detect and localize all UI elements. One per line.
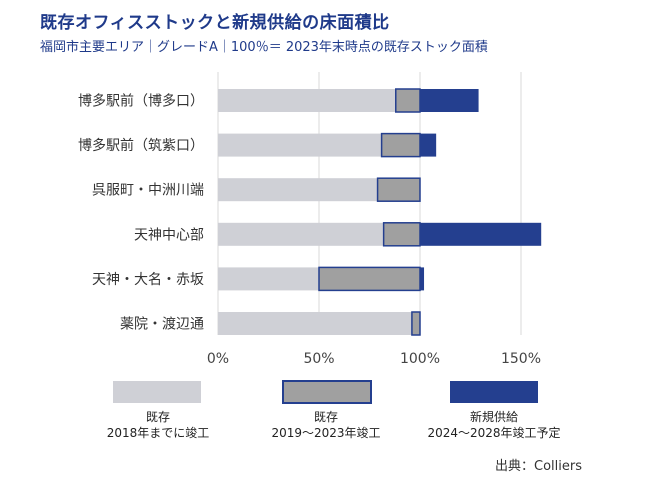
legend-label: 新規供給: [470, 409, 518, 424]
bar-existing_2019_2023: [380, 132, 421, 158]
legend-label: 既存: [146, 410, 170, 424]
legend-label: 2019〜2023年竣工: [271, 425, 380, 440]
legend-label: 2018年までに竣工: [107, 425, 210, 440]
legend-label: 既存: [314, 410, 338, 424]
bar-new_supply: [420, 267, 425, 291]
bar-existing_2019_2023: [395, 88, 421, 113]
chart-title: 既存オフィスストックと新規供給の床面積比: [40, 13, 390, 33]
x-tick-label: 0%: [207, 351, 229, 367]
bar-existing_2019_2023: [376, 177, 421, 202]
bar-existing_2019_2023: [411, 311, 421, 336]
bar-existing_2018: [218, 178, 378, 202]
legend-swatch-new_supply: [450, 381, 538, 403]
x-tick-label: 100%: [400, 351, 440, 367]
x-tick-label: 50%: [303, 351, 334, 367]
category-label: 天神・大名・赤坂: [92, 272, 204, 288]
bar-existing_2018: [218, 89, 396, 112]
x-tick-label: 150%: [501, 351, 541, 367]
source-note: 出典：Colliers: [495, 459, 582, 474]
legend-label: 2024〜2028年竣工予定: [427, 425, 560, 440]
category-label: 呉服町・中洲川端: [92, 183, 204, 199]
legend-swatch-existing_2018: [113, 381, 201, 403]
bar-existing_2018: [218, 267, 319, 291]
category-label: 博多駅前（筑紫口）: [78, 137, 204, 154]
category-label: 天神中心部: [134, 227, 204, 243]
bar-existing_2019_2023: [318, 266, 421, 292]
bar-new_supply: [420, 133, 437, 157]
bar-new_supply: [420, 89, 479, 112]
bar-new_supply: [420, 222, 542, 246]
legend-swatch-existing_2019_2023: [282, 380, 372, 404]
bar-existing_2019_2023: [382, 222, 421, 247]
category-label: 薬院・渡辺通: [120, 317, 204, 333]
category-label: 博多駅前（博多口）: [78, 93, 204, 110]
bar-existing_2018: [218, 222, 384, 246]
bar-existing_2018: [218, 312, 412, 335]
chart-subtitle: 福岡市主要エリア｜グレードA｜100％＝ 2023年末時点の既存ストック面積: [40, 40, 488, 55]
bar-existing_2018: [218, 133, 382, 157]
